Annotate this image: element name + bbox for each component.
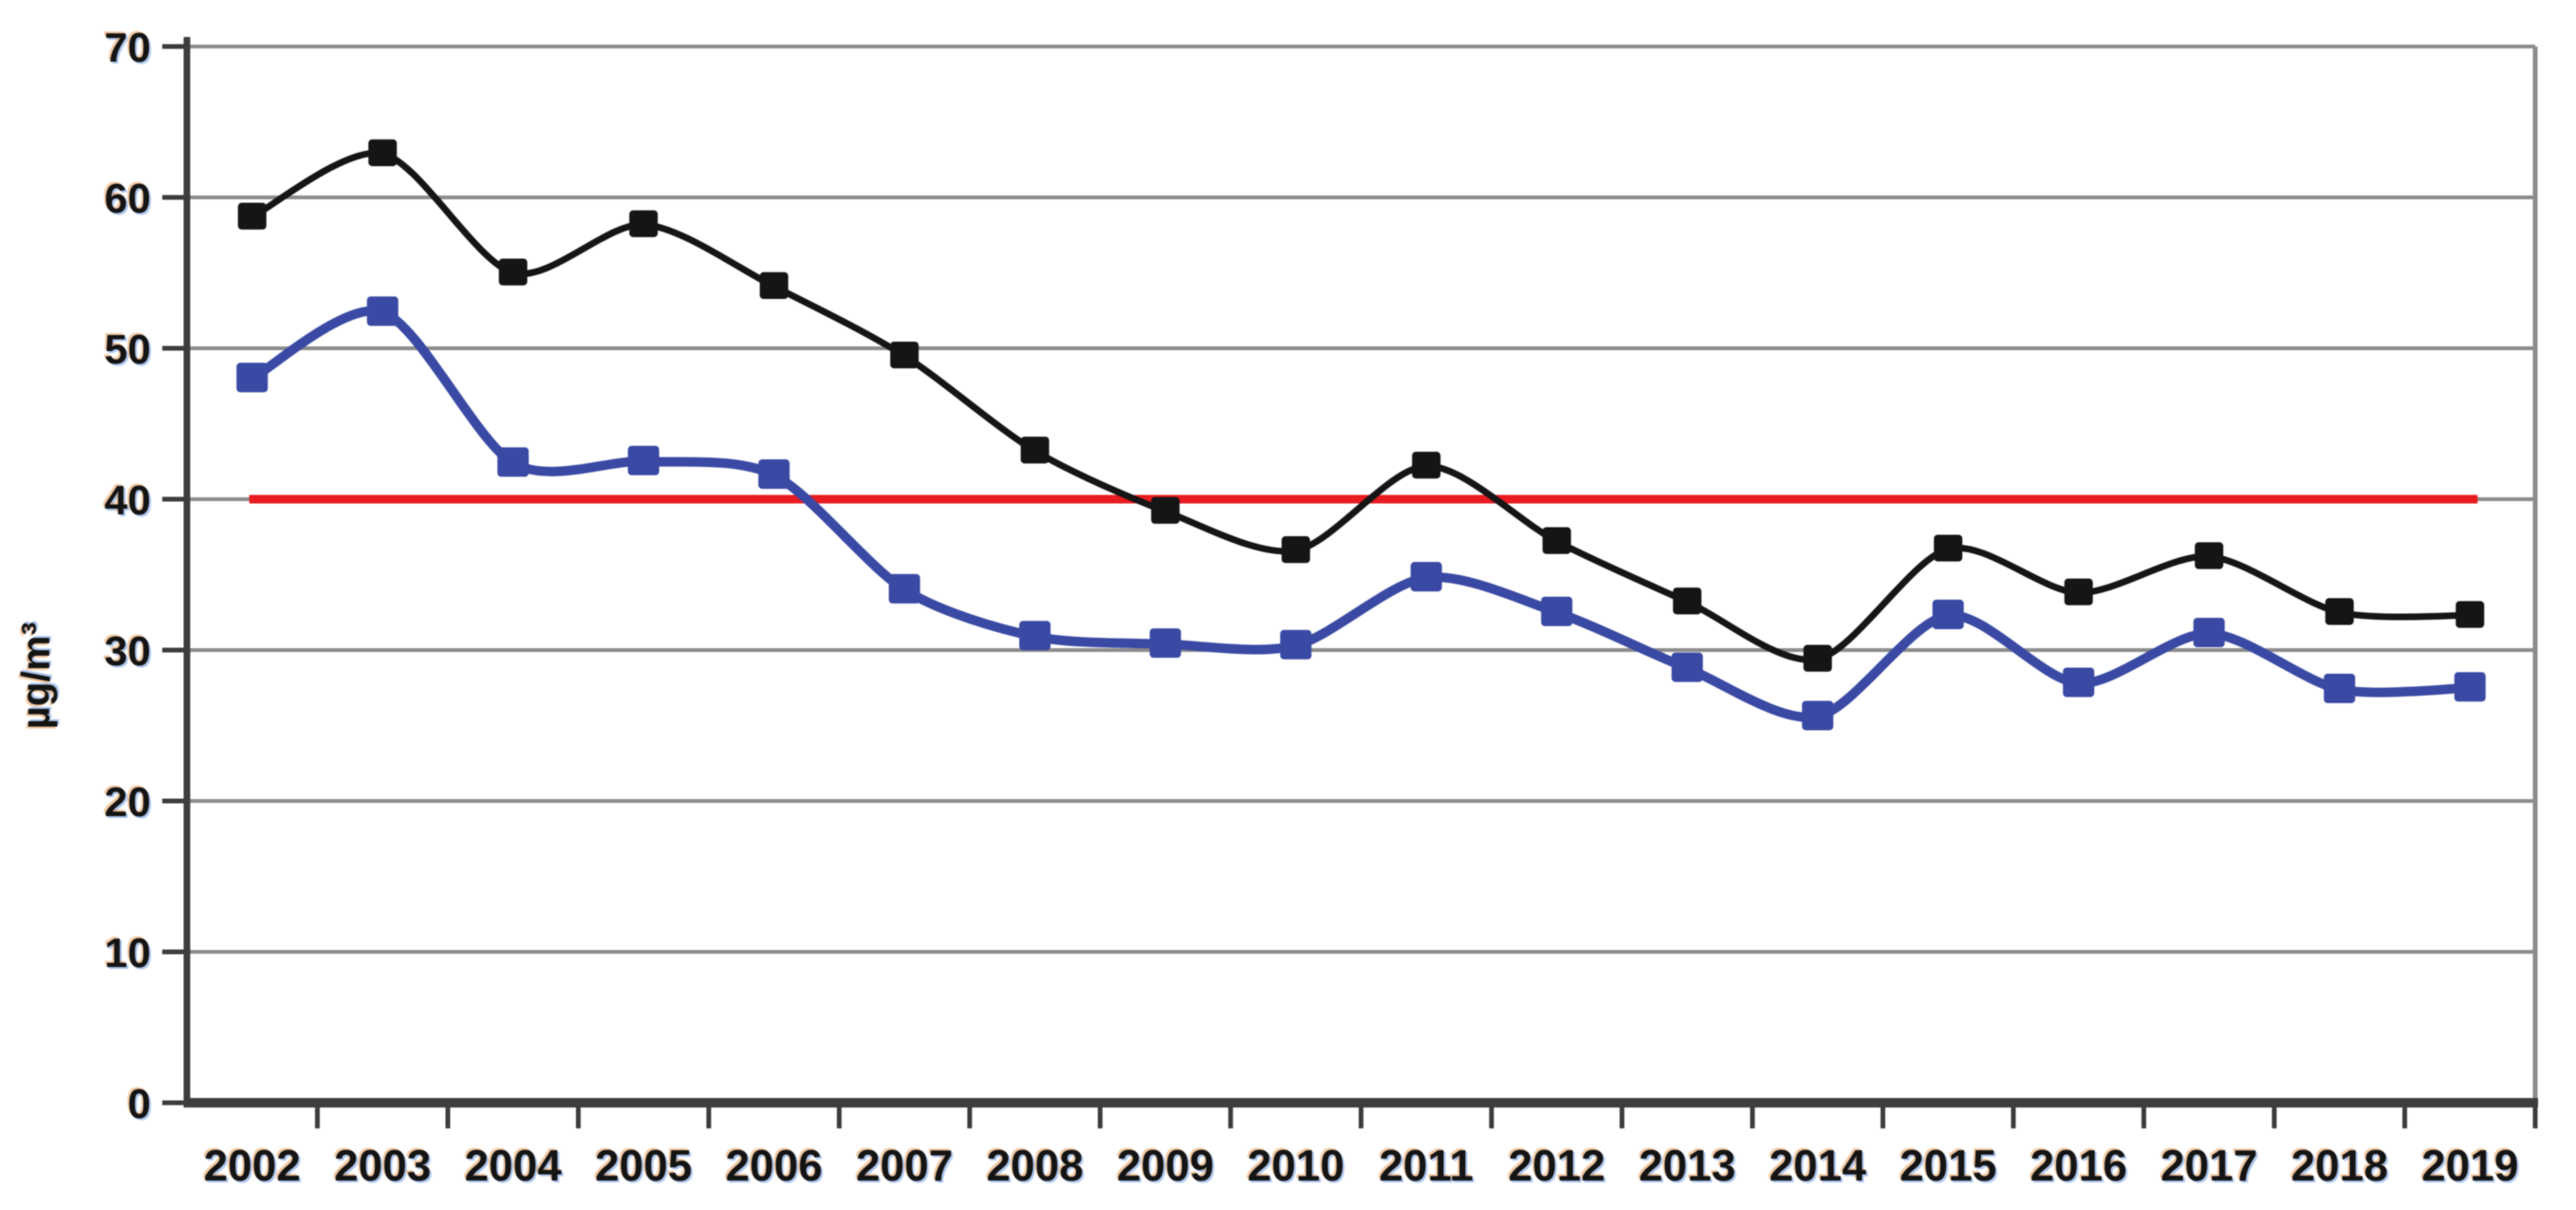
blue-series-marker-2017 xyxy=(2193,618,2225,648)
blue-series-marker-2005 xyxy=(627,445,659,475)
black-series-marker-2012 xyxy=(1542,527,1571,554)
x-tick-label-2016: 2016 xyxy=(2030,1141,2127,1190)
blue-series-marker-2013 xyxy=(1671,652,1703,682)
x-tick-label-2015: 2015 xyxy=(1900,1141,1996,1190)
blue-series-marker-2019 xyxy=(2454,672,2486,702)
black-series-marker-2011 xyxy=(1412,452,1441,479)
y-tick-label-30: 30 xyxy=(104,628,151,675)
blue-series-marker-2012 xyxy=(1541,596,1573,626)
black-series-marker-2016 xyxy=(2064,578,2093,605)
blue-series-marker-2006 xyxy=(758,459,790,490)
x-tick-label-2018: 2018 xyxy=(2291,1141,2388,1190)
black-series-marker-2019 xyxy=(2456,601,2485,628)
blue-series-marker-2018 xyxy=(2324,673,2356,703)
black-series-marker-2014 xyxy=(1803,644,1832,672)
black-series-marker-2018 xyxy=(2325,598,2354,625)
blue-series-marker-2007 xyxy=(888,573,920,604)
black-series-marker-2015 xyxy=(1934,534,1963,562)
y-tick-label-20: 20 xyxy=(104,779,151,826)
x-tick-label-2002: 2002 xyxy=(204,1141,301,1190)
black-series-marker-2006 xyxy=(759,271,788,300)
x-tick-label-2010: 2010 xyxy=(1248,1141,1344,1190)
y-axis-title: µg/m³ xyxy=(13,623,58,730)
blue-series-marker-2010 xyxy=(1280,629,1312,660)
blue-series-marker-2003 xyxy=(366,296,398,326)
black-series-marker-2003 xyxy=(368,139,398,167)
black-series-marker-2017 xyxy=(2195,542,2224,569)
y-tick-label-70: 70 xyxy=(104,25,151,71)
blue-series-marker-2011 xyxy=(1410,562,1442,592)
x-tick-label-2009: 2009 xyxy=(1117,1141,1214,1190)
y-tick-label-60: 60 xyxy=(104,176,151,222)
y-tick-label-40: 40 xyxy=(104,477,151,524)
black-series-line xyxy=(249,149,2474,663)
black-series-marker-2002 xyxy=(237,202,267,230)
blue-series-marker-2015 xyxy=(1932,599,1964,629)
blue-series-marker-2002 xyxy=(236,363,269,393)
x-tick-label-2019: 2019 xyxy=(2421,1141,2518,1190)
x-tick-label-2003: 2003 xyxy=(334,1141,431,1190)
black-series-marker-2004 xyxy=(498,258,528,286)
x-tick-label-2008: 2008 xyxy=(987,1141,1084,1190)
blue-series-marker-2014 xyxy=(1802,700,1834,731)
blue-series-marker-2008 xyxy=(1019,621,1051,651)
x-tick-label-2005: 2005 xyxy=(595,1141,692,1190)
x-tick-label-2004: 2004 xyxy=(465,1141,563,1190)
y-tick-label-10: 10 xyxy=(104,930,151,977)
x-tick-label-2014: 2014 xyxy=(1770,1141,1867,1190)
x-tick-label-2013: 2013 xyxy=(1639,1141,1735,1190)
black-series-marker-2007 xyxy=(890,341,919,369)
black-series-marker-2005 xyxy=(629,210,658,237)
y-tick-label-0: 0 xyxy=(128,1081,151,1127)
x-tick-label-2007: 2007 xyxy=(856,1141,953,1190)
black-series-marker-2008 xyxy=(1020,437,1049,464)
black-series-marker-2009 xyxy=(1151,496,1180,524)
y-tick-label-50: 50 xyxy=(104,326,151,373)
blue-series-marker-2009 xyxy=(1149,628,1181,659)
x-tick-label-2012: 2012 xyxy=(1509,1141,1605,1190)
x-tick-label-2017: 2017 xyxy=(2160,1141,2257,1190)
black-series-marker-2010 xyxy=(1281,536,1310,564)
blue-series-marker-2004 xyxy=(497,447,529,477)
x-tick-label-2006: 2006 xyxy=(726,1141,823,1190)
blue-series-marker-2016 xyxy=(2063,667,2095,698)
blue-series-line xyxy=(247,306,2475,722)
black-series-marker-2013 xyxy=(1673,587,1702,615)
x-tick-label-2011: 2011 xyxy=(1379,1141,1473,1190)
